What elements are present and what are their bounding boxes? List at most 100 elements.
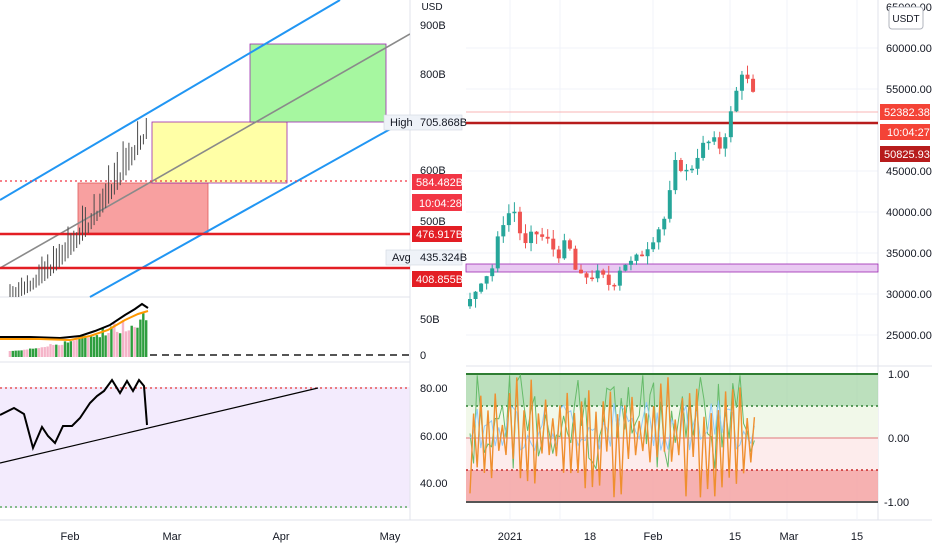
- level1-label: 476.917B: [412, 226, 463, 242]
- right-price-tick: 55000.00: [886, 84, 932, 96]
- right-x-tick: Feb: [644, 531, 663, 543]
- candle-body: [667, 190, 672, 219]
- volume-bar: [110, 326, 113, 357]
- right-x-tick: 15: [729, 531, 741, 543]
- red-zone-box: [77, 182, 209, 234]
- candle-body: [595, 270, 600, 279]
- candle-body: [495, 236, 500, 269]
- high-value: 705.868B: [420, 117, 467, 129]
- osc-tick: -1.00: [884, 497, 909, 509]
- candle-body: [468, 298, 472, 307]
- currency-badge[interactable]: USDT: [888, 6, 924, 30]
- right-price-tick: 35000.00: [886, 248, 932, 260]
- right-price-tick: 60000.00: [886, 43, 932, 55]
- rsi-line: [0, 378, 148, 452]
- candle-body: [728, 111, 733, 138]
- candle-body: [678, 159, 683, 171]
- candle-body: [584, 273, 589, 278]
- left-volume-bars: [8, 313, 148, 357]
- volume-bar: [49, 344, 52, 357]
- avg-value: 435.324B: [420, 252, 467, 264]
- candle-body: [656, 229, 661, 243]
- left-x-tick: May: [380, 531, 401, 543]
- candle-body: [645, 249, 650, 257]
- left-vol-tick: 0: [420, 350, 426, 362]
- volume-bar: [8, 351, 12, 357]
- volume-bar: [63, 341, 67, 357]
- candle-body: [739, 74, 744, 91]
- right-x-tick: 2021: [498, 531, 522, 543]
- currency-badge-text: USDT: [892, 14, 919, 25]
- volume-bar: [46, 346, 49, 357]
- right-x-tick: 18: [584, 531, 596, 543]
- volume-bar: [124, 331, 128, 357]
- volume-bar: [34, 348, 38, 357]
- right-price-tick: 30000.00: [886, 289, 932, 301]
- right-level-label: 50825.93: [880, 146, 930, 162]
- volume-bar: [43, 347, 46, 357]
- volume-average-black: [0, 302, 149, 340]
- volume-bar: [29, 348, 32, 357]
- last-value-text: 584.482B: [416, 177, 463, 189]
- candle-body: [623, 264, 628, 271]
- candle-body: [745, 74, 750, 79]
- left-x-tick: Feb: [61, 531, 80, 543]
- volume-bar: [37, 348, 41, 357]
- right-last-price-label: 52382.38: [880, 104, 930, 120]
- candle-body: [512, 211, 517, 214]
- volume-bar: [72, 340, 75, 357]
- left-rsi-tick: 80.00: [420, 383, 448, 395]
- volume-bar: [121, 320, 125, 357]
- volume-bar: [69, 341, 72, 357]
- avg-name: Avg: [392, 252, 411, 264]
- volume-bar: [116, 331, 119, 357]
- right-countdown-label: 10:04:27: [880, 124, 930, 140]
- volume-bar: [11, 350, 14, 357]
- volume-bar: [145, 320, 148, 357]
- candle-body: [651, 242, 656, 250]
- candle-body: [717, 137, 722, 149]
- osc-tick: 1.00: [888, 369, 909, 381]
- volume-bar: [17, 350, 20, 357]
- volume-bar: [52, 344, 55, 357]
- volume-bar: [139, 319, 142, 357]
- volume-bar: [20, 350, 23, 357]
- candle-body: [473, 291, 478, 299]
- level2-text: 408.855B: [416, 274, 463, 286]
- right-price-tick: 40000.00: [886, 207, 932, 219]
- candle-body: [690, 168, 694, 171]
- volume-bar: [75, 337, 78, 357]
- candle-body: [529, 231, 534, 244]
- candle-body: [484, 276, 489, 284]
- candle-body: [662, 218, 667, 230]
- right-countdown-text: 10:04:27: [887, 127, 930, 139]
- volume-bar: [92, 336, 96, 357]
- candle-body: [734, 90, 739, 112]
- right-x-tick: 15: [851, 531, 863, 543]
- volume-bar: [66, 342, 70, 357]
- left-x-tick: Mar: [163, 531, 182, 543]
- right-candles: [468, 65, 756, 309]
- candle-body: [701, 142, 706, 158]
- right-last-price-text: 52382.38: [884, 107, 930, 119]
- countdown-label: 10:04:28: [412, 194, 462, 211]
- volume-bar: [95, 335, 99, 357]
- purple-zone: [465, 263, 879, 273]
- avg-label: Avg 435.324B: [385, 249, 467, 266]
- volume-bar: [26, 349, 29, 357]
- candle-body: [612, 284, 617, 287]
- yellow-zone-box: [151, 121, 288, 184]
- candle-body: [479, 283, 484, 292]
- volume-bar: [127, 330, 130, 357]
- candle-body: [601, 270, 606, 275]
- volume-bar: [23, 349, 26, 357]
- volume-bar: [104, 335, 107, 357]
- green-zone-box: [249, 43, 387, 123]
- candle-body: [617, 270, 622, 286]
- left-currency-label: USD: [421, 2, 442, 13]
- left-price-tick: 800B: [420, 69, 446, 81]
- high-label: High 705.868B: [383, 114, 467, 131]
- volume-bar: [142, 313, 145, 357]
